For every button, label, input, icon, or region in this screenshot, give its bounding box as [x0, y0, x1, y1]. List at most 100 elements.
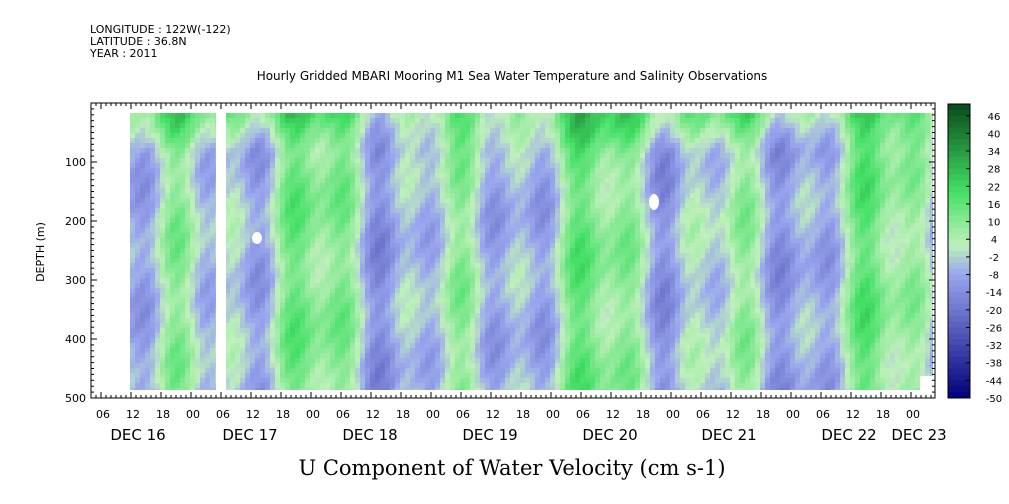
heatmap-cell [320, 298, 325, 303]
heatmap-cell [180, 363, 185, 368]
heatmap-cell [485, 248, 490, 253]
heatmap-cell [300, 158, 305, 163]
heatmap-cell [265, 193, 270, 198]
heatmap-cell [450, 328, 455, 333]
heatmap-cell [550, 248, 555, 253]
heatmap-cell [440, 123, 445, 128]
heatmap-cell [185, 358, 190, 363]
heatmap-cell [525, 173, 530, 178]
heatmap-cell [140, 178, 145, 183]
heatmap-cell [475, 273, 480, 278]
heatmap-cell [510, 188, 515, 193]
heatmap-cell [565, 193, 570, 198]
heatmap-cell [300, 383, 305, 388]
heatmap-cell [300, 193, 305, 198]
heatmap-cell [250, 153, 255, 158]
heatmap-cell [365, 383, 370, 388]
heatmap-cell [350, 313, 355, 318]
heatmap-cell [365, 288, 370, 293]
heatmap-cell [495, 228, 500, 233]
heatmap-cell [395, 323, 400, 328]
heatmap-cell [260, 113, 265, 118]
heatmap-cell [495, 288, 500, 293]
heatmap-cell [325, 263, 330, 268]
heatmap-cell [320, 378, 325, 383]
heatmap-cell [210, 378, 215, 383]
heatmap-cell [450, 283, 455, 288]
heatmap-cell [355, 118, 360, 123]
heatmap-cell [395, 363, 400, 368]
heatmap-cell [535, 293, 540, 298]
heatmap-cell [565, 203, 570, 208]
heatmap-cell [350, 178, 355, 183]
heatmap-cell [525, 223, 530, 228]
heatmap-cell [240, 258, 245, 263]
heatmap-cell [545, 178, 550, 183]
heatmap-cell [385, 223, 390, 228]
heatmap-cell [305, 238, 310, 243]
heatmap-cell [570, 373, 575, 378]
heatmap-cell [275, 323, 280, 328]
heatmap-cell [385, 213, 390, 218]
heatmap-cell [540, 303, 545, 308]
heatmap-cell [370, 188, 375, 193]
heatmap-cell [325, 163, 330, 168]
heatmap-cell [340, 198, 345, 203]
heatmap-cell [565, 268, 570, 273]
heatmap-cell [285, 378, 290, 383]
heatmap-cell [515, 313, 520, 318]
heatmap-cell [185, 363, 190, 368]
heatmap-cell [255, 298, 260, 303]
heatmap-cell [375, 293, 380, 298]
heatmap-cell [210, 343, 215, 348]
heatmap-cell [435, 313, 440, 318]
heatmap-cell [190, 168, 195, 173]
heatmap-cell [140, 373, 145, 378]
heatmap-cell [405, 223, 410, 228]
heatmap-cell [455, 368, 460, 373]
heatmap-cell [445, 163, 450, 168]
heatmap-cell [550, 383, 555, 388]
heatmap-cell [245, 338, 250, 343]
heatmap-cell [485, 218, 490, 223]
heatmap-cell [485, 278, 490, 283]
heatmap-cell [240, 188, 245, 193]
heatmap-cell [490, 313, 495, 318]
heatmap-cell [485, 213, 490, 218]
heatmap-cell [490, 198, 495, 203]
heatmap-cell [135, 233, 140, 238]
heatmap-cell [570, 138, 575, 143]
heatmap-cell [435, 378, 440, 383]
heatmap-cell [430, 368, 435, 373]
heatmap-cell [415, 268, 420, 273]
heatmap-cell [240, 328, 245, 333]
heatmap-cell [180, 343, 185, 348]
heatmap-cell [510, 363, 515, 368]
heatmap-cell [485, 168, 490, 173]
heatmap-cell [355, 243, 360, 248]
heatmap-cell [245, 168, 250, 173]
heatmap-cell [225, 333, 230, 338]
heatmap-cell [340, 218, 345, 223]
heatmap-cell [235, 268, 240, 273]
heatmap-cell [245, 173, 250, 178]
heatmap-cell [225, 153, 230, 158]
heatmap-cell [520, 153, 525, 158]
heatmap-cell [505, 118, 510, 123]
heatmap-cell [365, 198, 370, 203]
heatmap-cell [470, 203, 475, 208]
heatmap-cell [280, 168, 285, 173]
heatmap-cell [250, 253, 255, 258]
heatmap-cell [465, 343, 470, 348]
heatmap-cell [305, 123, 310, 128]
heatmap-cell [570, 203, 575, 208]
heatmap-cell [345, 323, 350, 328]
heatmap-cell [560, 213, 565, 218]
heatmap-cell [555, 268, 560, 273]
heatmap-cell [425, 318, 430, 323]
heatmap-cell [555, 168, 560, 173]
heatmap-cell [480, 148, 485, 153]
heatmap-cell [300, 368, 305, 373]
heatmap-cell [455, 173, 460, 178]
heatmap-cell [390, 183, 395, 188]
